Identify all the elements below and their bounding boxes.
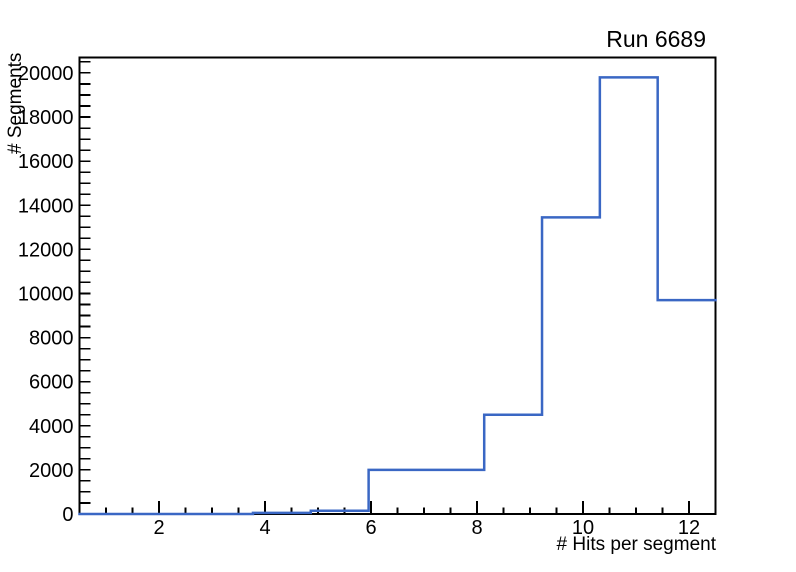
x-tick-label: 6 (365, 517, 376, 539)
x-axis-title: # Hits per segment (556, 534, 716, 555)
y-tick-label: 4000 (29, 416, 74, 438)
chart-title: Run 6689 (606, 26, 706, 52)
y-tick-label: 16000 (18, 151, 74, 173)
x-tick-label: 8 (471, 517, 482, 539)
y-tick-label: 0 (62, 504, 73, 526)
y-tick-label: 2000 (29, 460, 74, 482)
y-tick-label: 12000 (18, 239, 74, 261)
y-tick-label: 14000 (18, 195, 74, 217)
y-axis-title: # Segments (5, 52, 26, 154)
x-tick-label: 4 (259, 517, 270, 539)
y-tick-label: 18000 (18, 107, 74, 129)
histogram-step-line (78, 76, 717, 516)
x-tick-label: 12 (678, 517, 700, 539)
x-tick-label: 2 (153, 517, 164, 539)
plot-frame (78, 56, 717, 515)
x-tick-label: 10 (572, 517, 594, 539)
y-tick-label: 10000 (18, 283, 74, 305)
y-tick-label: 6000 (29, 372, 74, 394)
y-tick-label: 20000 (18, 63, 74, 85)
y-tick-label: 8000 (29, 328, 74, 350)
